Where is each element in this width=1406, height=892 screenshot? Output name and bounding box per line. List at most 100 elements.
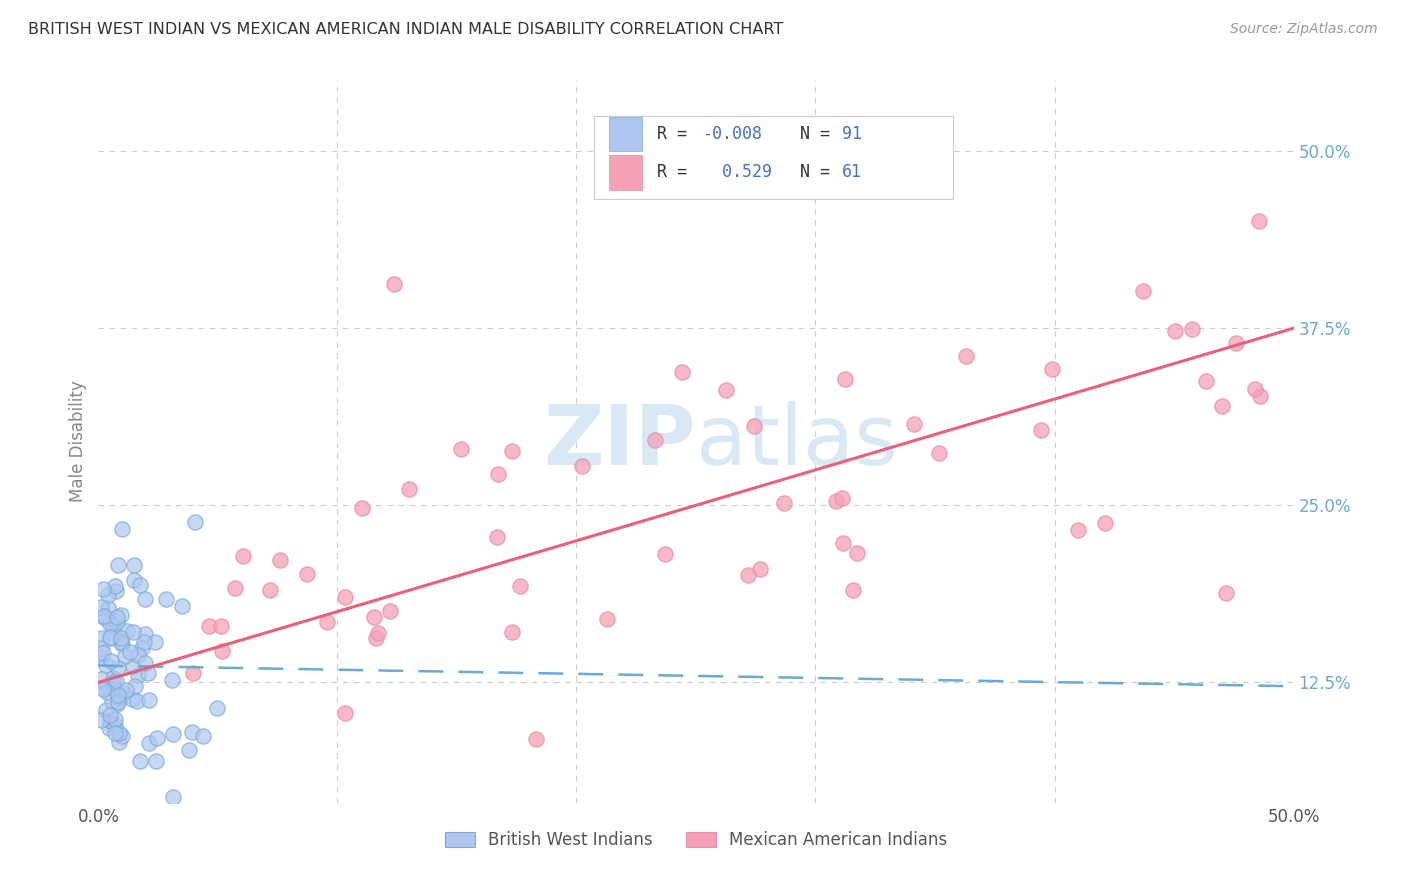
Point: [122, 624, 145, 639]
Point: [108, 726, 131, 740]
Point: [103, 618, 125, 632]
Point: [162, 727, 184, 741]
Point: [107, 689, 129, 703]
Point: [145, 754, 167, 768]
FancyBboxPatch shape: [609, 155, 643, 189]
Point: [232, 549, 254, 564]
Point: [170, 599, 193, 613]
Point: [366, 631, 388, 645]
Point: [134, 627, 156, 641]
Point: [363, 610, 385, 624]
Point: [98, 721, 121, 735]
Point: [90, 600, 112, 615]
Point: [101, 620, 124, 634]
Point: [450, 442, 472, 456]
Point: [846, 546, 869, 560]
Point: [129, 754, 152, 768]
Point: [831, 536, 853, 550]
Point: [824, 493, 846, 508]
Point: [91, 681, 114, 696]
Point: [155, 591, 177, 606]
Point: [121, 691, 143, 706]
Point: [191, 729, 214, 743]
Y-axis label: Male Disability: Male Disability: [69, 381, 87, 502]
Text: R =: R =: [657, 125, 696, 143]
Point: [737, 567, 759, 582]
Point: [1249, 214, 1271, 228]
Point: [125, 694, 148, 708]
Text: 91: 91: [842, 125, 862, 143]
Point: [1181, 322, 1204, 336]
Point: [398, 482, 420, 496]
Text: atlas: atlas: [696, 401, 897, 482]
Point: [501, 625, 523, 640]
Point: [928, 446, 950, 460]
Point: [134, 656, 156, 670]
Point: [90, 640, 112, 655]
Point: [269, 553, 291, 567]
Point: [96, 680, 118, 694]
Point: [138, 692, 160, 706]
Point: [180, 724, 202, 739]
Point: [115, 624, 138, 638]
Point: [841, 582, 863, 597]
Point: [716, 383, 738, 397]
Point: [98, 630, 121, 644]
Point: [111, 637, 134, 651]
Point: [107, 688, 129, 702]
Point: [132, 635, 155, 649]
Point: [160, 673, 183, 687]
Text: N =: N =: [779, 125, 839, 143]
Point: [205, 701, 228, 715]
Point: [768, 172, 790, 186]
Point: [105, 610, 128, 624]
Point: [1211, 399, 1233, 413]
Point: [955, 349, 977, 363]
Point: [107, 661, 129, 675]
Point: [486, 530, 509, 544]
Point: [111, 522, 134, 536]
Point: [744, 419, 766, 434]
Point: [108, 690, 131, 705]
Point: [1132, 284, 1154, 298]
Point: [94, 657, 117, 672]
Point: [571, 458, 593, 473]
Point: [654, 547, 676, 561]
Point: [115, 682, 138, 697]
Text: N =: N =: [779, 163, 839, 181]
Point: [101, 694, 124, 708]
Point: [162, 790, 184, 805]
Point: [197, 619, 219, 633]
Point: [136, 666, 159, 681]
Point: [380, 604, 402, 618]
Point: [101, 671, 124, 685]
Point: [259, 582, 281, 597]
Point: [709, 144, 731, 158]
Point: [100, 654, 122, 668]
Point: [129, 578, 152, 592]
Point: [122, 574, 145, 588]
Point: [100, 631, 122, 645]
Point: [315, 615, 337, 629]
Point: [97, 588, 120, 602]
Point: [384, 277, 406, 292]
Point: [177, 742, 200, 756]
Point: [1040, 361, 1063, 376]
Point: [105, 615, 128, 629]
Point: [110, 631, 132, 645]
Point: [1195, 374, 1218, 388]
Point: [104, 726, 127, 740]
Point: [122, 558, 145, 572]
Point: [97, 601, 120, 615]
Point: [131, 640, 153, 655]
Point: [509, 579, 531, 593]
Point: [831, 491, 853, 506]
Point: [127, 667, 149, 681]
Text: ZIP: ZIP: [544, 401, 696, 482]
Point: [93, 608, 115, 623]
Point: [501, 444, 523, 458]
Point: [110, 729, 132, 743]
Point: [91, 646, 114, 660]
Point: [335, 590, 357, 604]
Point: [101, 675, 124, 690]
